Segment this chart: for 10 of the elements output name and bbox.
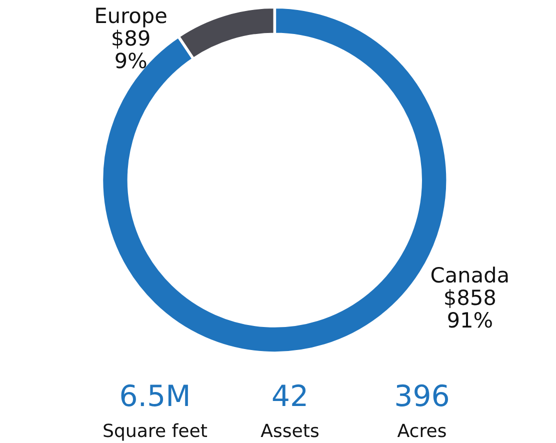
text: Acres — [397, 424, 446, 438]
text: 6.5M — [121, 384, 188, 406]
text: Square feet — [104, 423, 208, 441]
data-label: $858 91% — [445, 289, 496, 328]
slice-label: Canada — [431, 266, 508, 283]
text: Assets — [260, 424, 318, 438]
data-label: $89 9% — [112, 30, 150, 68]
text: 396 — [396, 384, 448, 406]
text: 42 — [272, 384, 306, 406]
slice-label: Europe — [96, 8, 166, 28]
